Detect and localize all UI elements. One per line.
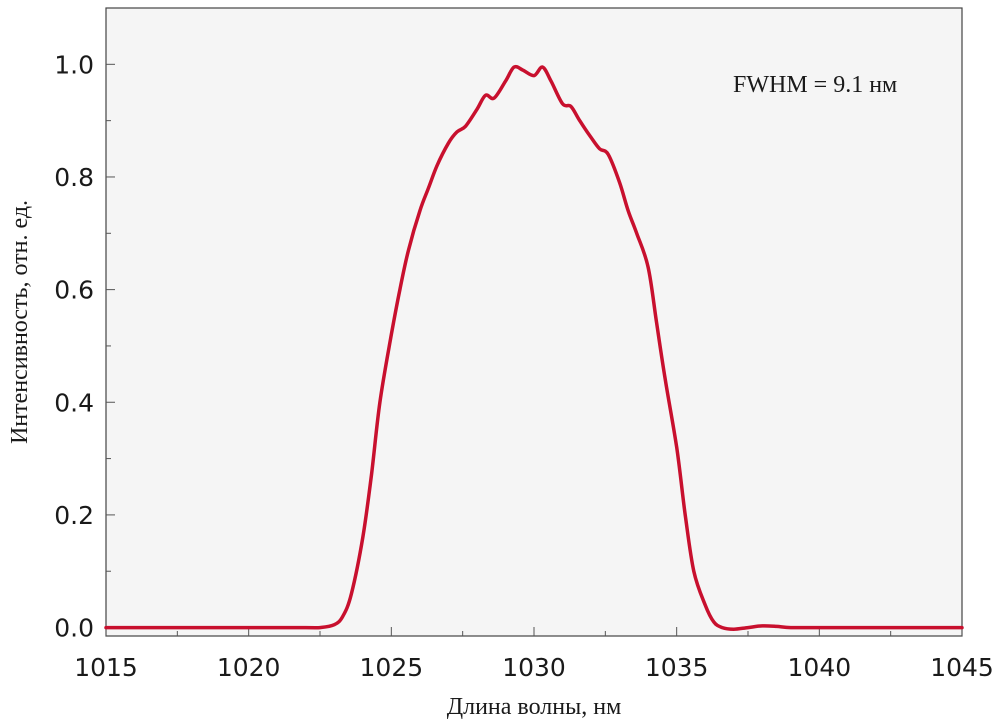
fwhm-annotation: FWHM = 9.1 нм: [733, 72, 897, 98]
y-tick-label: 1.0: [54, 50, 94, 79]
x-ticks: 1015 1020 1025 1030 1035 1040 1045: [74, 627, 994, 682]
x-tick-label: 1040: [788, 653, 852, 682]
x-axis-title: Длина волны, нм: [447, 694, 622, 720]
x-tick-label: 1015: [74, 653, 138, 682]
plot-area: [105, 7, 963, 637]
y-ticks: 0.0 0.2 0.4 0.6 0.8 1.0: [54, 50, 115, 643]
y-tick-label: 0.4: [54, 388, 94, 417]
y-axis-title: Интенсивность, отн. ед.: [7, 200, 33, 444]
y-tick-label: 0.8: [54, 163, 94, 192]
x-tick-label: 1030: [502, 653, 566, 682]
x-tick-label: 1045: [930, 653, 994, 682]
x-tick-label: 1035: [645, 653, 709, 682]
spectrum-line: [104, 64, 964, 631]
y-tick-label: 0.0: [54, 614, 94, 643]
y-tick-label: 0.6: [54, 276, 94, 305]
x-tick-label: 1025: [360, 653, 424, 682]
x-tick-label: 1020: [217, 653, 281, 682]
y-tick-label: 0.2: [54, 501, 94, 530]
